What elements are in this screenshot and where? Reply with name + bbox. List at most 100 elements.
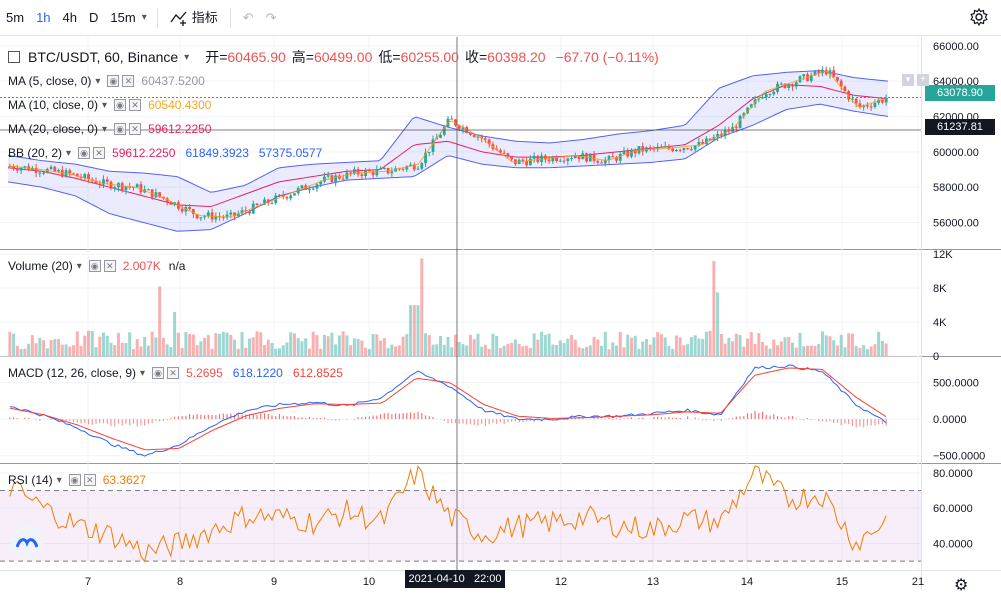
visibility-icon[interactable]: ◉ — [107, 75, 120, 87]
y-tick-label: 4K — [933, 317, 947, 329]
volume-bar — [671, 348, 675, 356]
volume-bar — [880, 340, 884, 356]
indicators-icon — [170, 11, 187, 26]
candle-body — [532, 155, 536, 159]
volume-bar — [173, 311, 177, 356]
candle-body — [206, 212, 210, 217]
candle-body — [487, 139, 491, 145]
chart-canvas[interactable]: 7891011121314152166000.0064000.0062000.0… — [0, 37, 1001, 599]
candle-body — [405, 166, 409, 170]
volume-bar — [412, 305, 416, 356]
volume-bar — [206, 335, 210, 356]
symbol-dropdown-icon[interactable]: ▾ — [184, 51, 190, 63]
volume-bar — [225, 332, 229, 356]
volume-bar — [435, 344, 439, 356]
close-icon[interactable]: ✕ — [103, 260, 116, 272]
y-tick-label: 0.0000 — [933, 414, 967, 426]
ma10-label[interactable]: MA (10, close, 0) — [8, 98, 99, 112]
redo-icon[interactable]: ↷ — [265, 9, 277, 25]
volume-bar — [42, 340, 46, 356]
candle-body — [199, 217, 203, 219]
interval-4h[interactable]: 4h — [62, 9, 77, 25]
visibility-icon[interactable]: ◉ — [78, 147, 91, 159]
close-icon[interactable]: ✕ — [167, 367, 180, 379]
settings-icon[interactable] — [969, 7, 989, 30]
chevron-down-icon[interactable]: ▾ — [95, 75, 101, 87]
chevron-down-icon[interactable]: ▾ — [76, 260, 82, 272]
candle-body — [188, 206, 192, 210]
volume-ma-value: n/a — [168, 259, 186, 273]
symbol-label[interactable]: BTC/USDT, 60, Binance — [28, 49, 179, 65]
chart-area[interactable]: 7891011121314152166000.0064000.0062000.0… — [0, 37, 1001, 599]
ma20-label[interactable]: MA (20, close, 0) — [8, 122, 99, 136]
visibility-icon[interactable]: ◉ — [68, 474, 81, 486]
chevron-down-icon[interactable]: ▾ — [140, 367, 146, 379]
macd-label[interactable]: MACD (12, 26, close, 9) — [8, 366, 137, 380]
volume-bar — [877, 331, 881, 356]
up-arrow-button[interactable]: ▼ — [902, 74, 914, 86]
interval-dropdown-icon[interactable]: ▾ — [141, 12, 147, 23]
candle-body — [30, 167, 34, 171]
candle-body — [427, 151, 431, 153]
candle-body — [652, 147, 656, 149]
candle-body — [364, 170, 368, 177]
close-icon[interactable]: ✕ — [129, 99, 142, 111]
candle-body — [678, 149, 682, 151]
candle-body — [293, 193, 296, 196]
undo-icon[interactable]: ↶ — [242, 9, 254, 25]
candle-body — [566, 158, 570, 162]
interval-1h[interactable]: 1h — [36, 9, 51, 25]
close-icon[interactable]: ✕ — [129, 123, 142, 135]
ma5-label[interactable]: MA (5, close, 0) — [8, 74, 92, 88]
ma20-value: 59612.2250 — [148, 122, 212, 136]
volume-bar — [749, 332, 753, 356]
volume-bar — [64, 344, 68, 356]
volume-label[interactable]: Volume (20) — [8, 259, 73, 273]
chevron-down-icon[interactable]: ▾ — [56, 474, 62, 486]
candle-body — [757, 98, 761, 100]
current-price-tag: 63078.90 — [925, 85, 995, 101]
candle-body — [233, 212, 236, 216]
visibility-icon[interactable]: ◉ — [88, 260, 101, 272]
plus-button[interactable]: + — [917, 74, 929, 86]
x-tick-label: 10 — [363, 576, 375, 588]
volume-bar — [124, 343, 128, 356]
candle-body — [555, 157, 558, 162]
chevron-down-icon[interactable]: ▾ — [102, 99, 108, 111]
visibility-icon[interactable]: ◉ — [114, 99, 127, 111]
chevron-down-icon[interactable]: ▾ — [102, 123, 108, 135]
candle-body — [809, 75, 813, 81]
candle-body — [794, 82, 798, 87]
volume-bar — [843, 347, 847, 356]
volume-bar — [461, 344, 465, 356]
candle-body — [869, 106, 873, 108]
volume-bar — [577, 347, 581, 356]
bb-label[interactable]: BB (20, 2) — [8, 146, 63, 160]
interval-15m[interactable]: 15m — [110, 9, 136, 25]
tradingview-logo[interactable] — [10, 525, 44, 559]
y-tick-label: 56000.00 — [933, 218, 979, 230]
close-icon[interactable]: ✕ — [93, 147, 106, 159]
volume-bar — [828, 336, 832, 356]
interval-5m[interactable]: 5m — [6, 9, 25, 25]
volume-value: 2.007K — [122, 259, 161, 273]
volume-bar — [349, 345, 353, 356]
candle-body — [139, 184, 143, 193]
close-icon[interactable]: ✕ — [122, 75, 135, 87]
volume-bar — [817, 344, 821, 356]
time-settings-icon[interactable]: ⚙ — [954, 577, 969, 594]
indicators-button[interactable]: 指标 — [164, 6, 224, 30]
volume-bar — [772, 339, 776, 356]
close-icon[interactable]: ✕ — [83, 474, 96, 486]
x-tick-label: 21 — [912, 576, 924, 588]
interval-d[interactable]: D — [89, 9, 99, 25]
rsi-label[interactable]: RSI (14) — [8, 473, 53, 487]
volume-bar — [487, 349, 491, 356]
visibility-icon[interactable]: ◉ — [114, 123, 127, 135]
volume-bar — [195, 344, 199, 356]
volume-bar — [592, 336, 596, 356]
volume-bar — [600, 345, 604, 356]
visibility-icon[interactable]: ◉ — [152, 367, 165, 379]
volume-bar — [191, 334, 195, 356]
chevron-down-icon[interactable]: ▾ — [66, 147, 72, 159]
